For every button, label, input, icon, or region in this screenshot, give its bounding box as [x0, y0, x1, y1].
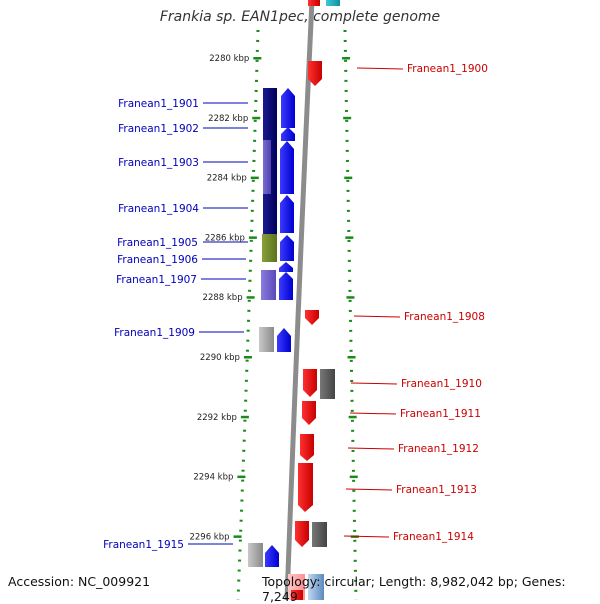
gene-arrow-1912[interactable]: [300, 434, 314, 461]
gene-block-1915[interactable]: [248, 543, 263, 567]
gene-block-1914[interactable]: [312, 522, 327, 547]
gene-block-1902[interactable]: [263, 128, 277, 140]
gene-arrow-1905[interactable]: [280, 235, 294, 261]
gene-arrow-1915[interactable]: [265, 545, 279, 567]
gene-arrow-1907[interactable]: [279, 272, 293, 300]
scale-tick-label: 2292 kbp: [197, 413, 237, 423]
gene-leader-line: [345, 488, 393, 491]
scale-tick-label: 2296 kbp: [189, 532, 229, 542]
scale-tick-label: 2288 kbp: [203, 293, 243, 303]
gene-leader-line: [356, 67, 404, 70]
gene-arrow-1910[interactable]: [303, 369, 317, 397]
scale-tick-left: [233, 535, 242, 538]
gene-leader-line: [353, 315, 401, 318]
scale-tick-left: [253, 57, 262, 60]
accession-text: Accession: NC_009921: [8, 574, 151, 589]
forward-strand-features: [248, 88, 295, 567]
gene-label[interactable]: Franean1_1903: [118, 157, 199, 169]
scale-tick-label: 2290 kbp: [200, 353, 240, 363]
scale-tick-left: [246, 296, 255, 299]
gene-arrow-1909[interactable]: [277, 328, 291, 352]
scale-tick-label: 2286 kbp: [205, 233, 245, 243]
gene-label[interactable]: Franean1_1911: [400, 408, 481, 420]
scale-tick-label: 2280 kbp: [209, 54, 249, 64]
gene-block-1905[interactable]: [262, 234, 277, 262]
gene-label[interactable]: Franean1_1913: [396, 484, 477, 496]
gene-block-1910[interactable]: [320, 369, 335, 399]
gene-label[interactable]: Franean1_1902: [118, 123, 199, 135]
scale-tick-left: [237, 475, 246, 479]
genome-backbone: [284, 0, 315, 600]
gene-arrow-1900[interactable]: [308, 61, 322, 86]
partial-gene-top-red: [308, 0, 320, 6]
gene-arrow-1911[interactable]: [302, 401, 316, 425]
gene-labels: Franean1_1900 Franean1_1901 Franean1_1902 F…: [103, 63, 488, 551]
gene-leader-line: [350, 382, 398, 385]
gene-label[interactable]: Franean1_1914: [393, 531, 474, 543]
scale-tick-label: 2294 kbp: [193, 473, 233, 483]
gene-label[interactable]: Franean1_1912: [398, 443, 479, 455]
gene-arrow-1906[interactable]: [279, 262, 293, 272]
scale-tick-right: [348, 415, 357, 419]
gene-leader-line: [349, 412, 397, 415]
scale-tick-right: [343, 116, 352, 120]
gene-arrow-1903[interactable]: [280, 141, 294, 194]
scale-tick-left: [240, 415, 249, 419]
scale-tick-right: [346, 296, 355, 299]
gene-label[interactable]: Franean1_1915: [103, 539, 184, 551]
scale-tick-left: [252, 116, 261, 120]
gene-label[interactable]: Franean1_1906: [117, 254, 198, 266]
gene-block-1903-overlap: [263, 140, 271, 194]
scale-tick-label: 2284 kbp: [207, 174, 247, 184]
scale-tick-right: [344, 176, 353, 180]
gene-block-1901[interactable]: [263, 88, 277, 128]
gene-arrow-1914[interactable]: [295, 521, 309, 547]
gene-label[interactable]: Franean1_1905: [117, 237, 198, 249]
genome-title: Frankia sp. EAN1pec, complete genome: [159, 9, 441, 25]
right-dotted-track: [343, 29, 358, 600]
gene-label[interactable]: Franean1_1910: [401, 378, 482, 390]
gene-block-1907[interactable]: [261, 270, 276, 300]
gene-arrow-1913[interactable]: [298, 463, 313, 512]
gene-label[interactable]: Franean1_1904: [118, 203, 199, 215]
scale-tick-right: [347, 356, 356, 359]
gene-arrow-1901[interactable]: [281, 88, 295, 128]
scale-tick-left: [248, 236, 257, 239]
gene-arrow-1902[interactable]: [281, 127, 295, 141]
reverse-strand-features: [295, 61, 335, 547]
gene-arrow-1908[interactable]: [305, 310, 319, 325]
scale-tick-left: [250, 176, 259, 180]
scale-tick-right: [349, 475, 358, 479]
gene-label[interactable]: Franean1_1907: [116, 274, 197, 286]
gene-leader-line: [347, 447, 395, 450]
gene-block-1904[interactable]: [263, 194, 277, 234]
scale-tick-left: [243, 356, 252, 359]
gene-label[interactable]: Franean1_1901: [118, 98, 199, 110]
gene-arrow-1904[interactable]: [280, 195, 294, 233]
gene-block-1909[interactable]: [259, 327, 274, 352]
partial-gene-bottom-red: [291, 590, 303, 600]
scale-tick-right: [342, 57, 351, 60]
partial-gene-top-cyan: [326, 0, 340, 6]
gene-label[interactable]: Franean1_1908: [404, 311, 485, 323]
gene-leader-line: [343, 535, 390, 538]
scale-tick-label: 2282 kbp: [208, 114, 248, 124]
scale-tick-right: [345, 236, 354, 239]
partial-gene-bottom-lightblue: [308, 574, 324, 600]
gene-label[interactable]: Franean1_1909: [114, 327, 195, 339]
gene-label[interactable]: Franean1_1900: [407, 63, 488, 75]
